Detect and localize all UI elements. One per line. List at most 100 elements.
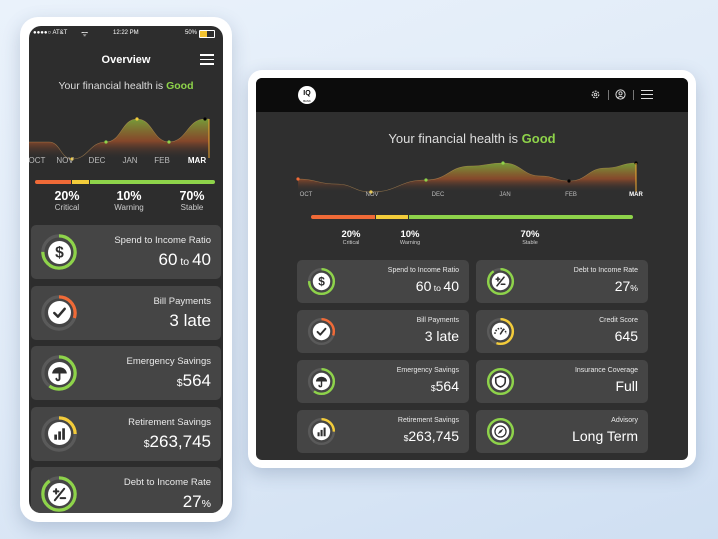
hamburger-menu-icon[interactable] (641, 90, 653, 100)
metric-card[interactable]: Insurance Coverage Full (476, 360, 648, 403)
month-label[interactable]: DEC (431, 192, 445, 198)
health-progress-bar (311, 215, 633, 219)
metric-label: Emergency Savings (126, 356, 211, 367)
plus-minus-icon (47, 482, 71, 506)
progress-segment (311, 215, 375, 219)
metric-value-value: 27 (182, 492, 202, 511)
month-label[interactable]: JAN (499, 192, 511, 198)
health-prefix: Your financial health is (388, 131, 519, 146)
metric-card[interactable]: Retirement Savings $263,745 (31, 406, 221, 461)
metric-value: 27% (615, 278, 638, 294)
bank-logo[interactable]: IQ BANK (298, 86, 316, 104)
metric-card[interactable]: Credit Score 645 (476, 310, 648, 353)
financial-health-text: Your financial health is Good (29, 80, 223, 92)
metric-value-prefix: $ (403, 433, 409, 443)
health-prefix: Your financial health is (58, 80, 164, 92)
metric-value: $263,745 (144, 432, 211, 452)
metric-label: Advisory (611, 417, 638, 424)
user-icon[interactable] (615, 89, 626, 100)
metric-value: 27% (183, 492, 211, 512)
breakdown-item: 70% Stable (172, 189, 212, 212)
breakdown-item: 70% Stable (511, 229, 549, 246)
svg-text:$: $ (55, 244, 64, 261)
metric-label: Spend to Income Ratio (387, 267, 459, 274)
progress-ring (486, 367, 515, 396)
progress-ring (307, 417, 336, 446)
metric-value: 60 to 40 (159, 250, 211, 270)
metric-card[interactable]: Emergency Savings $564 (297, 360, 469, 403)
page-title: Overview (101, 54, 151, 66)
month-label[interactable]: MAR (629, 192, 643, 198)
health-trend-chart (296, 161, 638, 194)
metric-card[interactable]: Emergency Savings $564 (31, 346, 221, 400)
metric-card[interactable]: $ Spend to Income Ratio 60 to 40 (31, 225, 221, 279)
health-status: Good (166, 80, 194, 92)
metric-value-value: 3 late (169, 310, 211, 330)
breakdown-label: Warning (114, 203, 144, 212)
breakdown-percent: 20% (341, 229, 361, 240)
metric-label: Retirement Savings (397, 417, 459, 424)
metric-label: Debt to Income Rate (573, 267, 638, 274)
month-label[interactable]: OCT (299, 192, 313, 198)
progress-ring (486, 267, 515, 296)
metric-card[interactable]: $ Spend to Income Ratio 60 to 40 (297, 260, 469, 303)
metric-label: Bill Payments (153, 295, 211, 307)
metric-value-value: 564 (435, 378, 459, 394)
metric-value-value: Full (615, 378, 638, 394)
progress-ring (307, 367, 336, 396)
month-label[interactable]: JAN (122, 156, 138, 165)
breakdown-percent: 10% (400, 229, 420, 240)
metric-value-value: Long Term (572, 428, 638, 444)
month-label[interactable]: NOV (365, 192, 379, 198)
month-label[interactable]: OCT (29, 156, 46, 165)
metric-card[interactable]: Bill Payments 3 late (297, 310, 469, 353)
hamburger-menu-icon[interactable] (200, 54, 214, 65)
breakdown-label: Critical (54, 203, 80, 212)
metric-label: Retirement Savings (128, 416, 211, 428)
progress-ring (307, 317, 336, 346)
metric-value-suffix: % (630, 283, 638, 293)
gear-icon[interactable] (590, 89, 601, 100)
metric-value-value2: 40 (443, 278, 459, 294)
progress-segment (408, 215, 633, 219)
progress-segment (35, 180, 71, 184)
metric-value-value: 60 (158, 250, 178, 269)
metric-label: Bill Payments (416, 317, 459, 324)
metric-value: Long Term (572, 428, 638, 444)
metric-value-mid: to (177, 256, 193, 268)
month-label[interactable]: DEC (88, 156, 106, 165)
divider (633, 90, 634, 100)
umbrella-icon (47, 361, 71, 385)
logo-text: IQ (303, 90, 311, 97)
metric-value-prefix: $ (430, 383, 436, 393)
metric-value-value: 3 late (424, 328, 459, 344)
metric-value-value: 645 (614, 328, 638, 344)
compass-icon (491, 422, 510, 441)
metric-label: Emergency Savings (396, 367, 459, 374)
phone-screen: ●●●●○ AT&T 12:22 PM 50% ᯤ Overview Your … (29, 26, 223, 513)
breakdown-percent: 10% (116, 189, 142, 203)
breakdown-item: 10% Warning (107, 189, 151, 212)
battery-label: 50% (184, 30, 197, 36)
metric-card[interactable]: Bill Payments 3 late (31, 285, 221, 340)
month-label[interactable]: MAR (187, 156, 207, 165)
metric-value-prefix: $ (143, 437, 150, 450)
breakdown-label: Warning (399, 240, 421, 246)
svg-text:$: $ (318, 274, 325, 288)
progress-segment (376, 215, 408, 219)
metric-card[interactable]: Debt to Income Rate 27% (476, 260, 648, 303)
metric-card[interactable]: Debt to Income Rate 27% (31, 467, 221, 513)
breakdown-label: Critical (342, 240, 360, 246)
metric-card[interactable]: Advisory Long Term (476, 410, 648, 453)
toolbar-icons (590, 89, 654, 101)
health-progress-bar (35, 180, 215, 184)
month-label[interactable]: NOV (56, 156, 74, 165)
logo-subtext: BANK (303, 99, 311, 103)
metric-value-prefix: $ (176, 377, 183, 389)
metric-value-value: 60 (415, 278, 432, 294)
month-label[interactable]: FEB (154, 156, 170, 165)
metric-card[interactable]: Retirement Savings $263,745 (297, 410, 469, 453)
carrier-label: ●●●●○ AT&T (33, 30, 68, 36)
month-label[interactable]: FEB (565, 192, 577, 198)
progress-ring (486, 317, 515, 346)
